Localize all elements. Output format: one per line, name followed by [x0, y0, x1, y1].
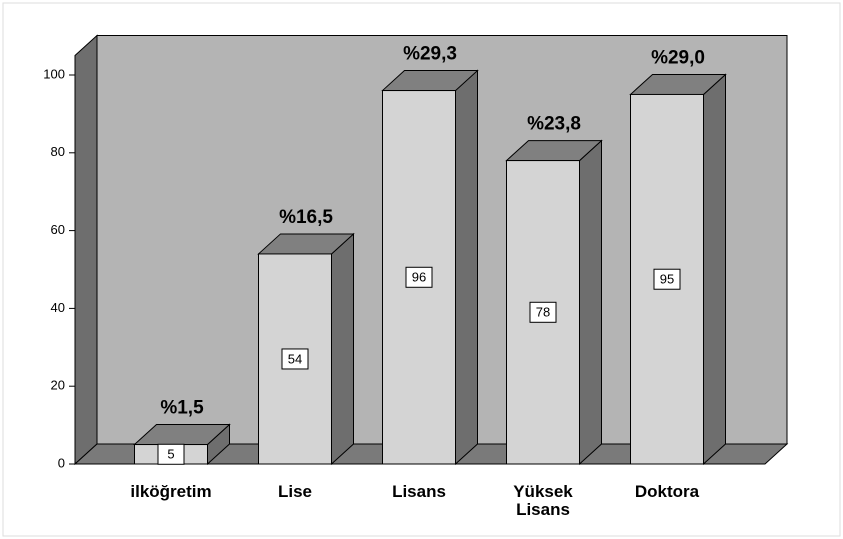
y-tick-label: 100 [43, 66, 65, 81]
y-tick-label: 40 [51, 300, 65, 315]
percent-label: %1,5 [160, 398, 204, 419]
value-label: 95 [660, 272, 674, 287]
value-label: 5 [167, 447, 174, 462]
y-tick-label: 80 [51, 144, 65, 159]
percent-label: %23,8 [527, 114, 581, 135]
side-wall [74, 34, 98, 466]
percent-label: %16,5 [279, 207, 333, 228]
y-tick-label: 60 [51, 222, 65, 237]
percent-label: %29,0 [651, 47, 705, 68]
value-label: 78 [536, 305, 550, 320]
y-tick-label: 0 [58, 455, 65, 470]
bar-side [579, 139, 602, 466]
value-label: 96 [412, 270, 426, 285]
bar-side [455, 69, 478, 466]
value-label-box [653, 268, 681, 290]
x-tick-label: Yüksek Lisans [513, 482, 573, 519]
y-tick-label: 20 [51, 378, 65, 393]
x-tick-label: Lise [277, 482, 313, 501]
x-tick-label: ilköğretim [130, 482, 212, 501]
x-tick-label: Lisans [392, 482, 446, 501]
value-label-box [529, 301, 557, 323]
value-label-box [157, 443, 185, 465]
bar-side [703, 73, 726, 466]
value-label: 54 [288, 351, 302, 366]
x-tick-label: Doktora [634, 482, 700, 501]
value-label-box [281, 348, 309, 370]
value-label-box [405, 266, 433, 288]
bar-side [331, 232, 354, 466]
percent-label: %29,3 [403, 44, 457, 65]
